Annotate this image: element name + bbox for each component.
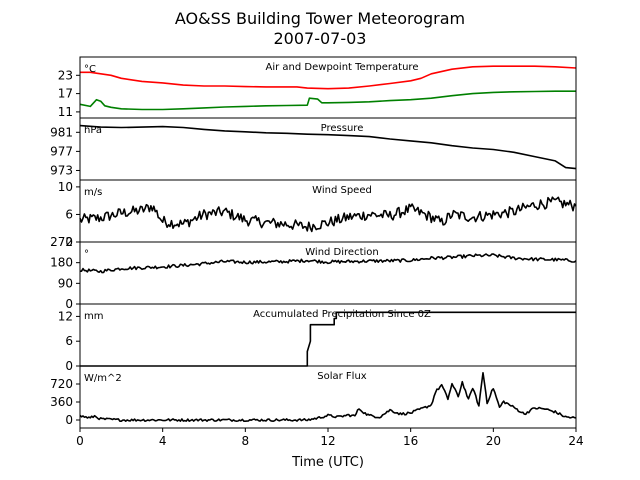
figure-title-line1: AO&SS Building Tower Meteorogram: [175, 9, 465, 28]
panel-unit: W/m^2: [84, 373, 122, 384]
y-tick-label: 23: [58, 68, 73, 82]
series-line-6-1: [79, 372, 577, 422]
panel-unit: °C: [84, 64, 96, 75]
panel-unit: °: [84, 249, 89, 260]
y-tick-label: 6: [65, 207, 73, 221]
series-line-1-2: [79, 90, 576, 111]
y-tick-label: 981: [50, 125, 73, 139]
panel-6: Solar Flux W/m^2 0 360 720: [50, 365, 577, 429]
figure-title-line2: 2007-07-03: [274, 29, 367, 48]
y-tick-label: 270: [50, 235, 73, 249]
y-tick-label: 11: [58, 105, 73, 119]
panel-2: Pressure hPa 973 977 981: [50, 117, 577, 181]
x-tick-label: 8: [242, 434, 250, 448]
y-tick-label: 12: [58, 309, 73, 323]
x-tick-label: 16: [403, 434, 418, 448]
panel-unit: m/s: [84, 187, 102, 198]
y-tick-label: 90: [58, 276, 73, 290]
series-line-3-1: [79, 196, 577, 233]
panel-title: Air and Dewpoint Temperature: [266, 62, 419, 73]
x-axis: 0 4 8 12 16 20 24: [76, 428, 584, 448]
panel-5: Accumulated Precipitation Since 0Z mm 0 6 12: [58, 303, 577, 373]
y-tick-label: 10: [58, 180, 73, 194]
series-line-4-1: [80, 253, 577, 274]
y-tick-label: 180: [50, 256, 73, 270]
series-line-5-1: [80, 311, 576, 367]
series-line-2-1: [79, 124, 577, 170]
x-tick-label: 0: [76, 434, 84, 448]
y-tick-label: 720: [50, 377, 73, 391]
y-tick-label: 973: [50, 163, 73, 177]
panel-title: Wind Direction: [305, 247, 379, 258]
panel-1: Air and Dewpoint Temperature °C 11 17 23: [58, 56, 577, 119]
panel-4: Wind Direction ° 0 90 180 270: [50, 235, 577, 311]
y-tick-label: 6: [65, 334, 73, 348]
y-tick-label: 977: [50, 144, 73, 158]
y-tick-label: 0: [65, 413, 73, 427]
panel-unit: mm: [84, 311, 103, 322]
panel-unit: hPa: [84, 125, 102, 136]
x-tick-label: 4: [159, 434, 167, 448]
x-tick-label: 20: [486, 434, 501, 448]
y-tick-label: 360: [50, 395, 73, 409]
panel-title: Solar Flux: [317, 371, 367, 382]
y-tick-label: 0: [65, 359, 73, 373]
panel-title: Pressure: [321, 123, 364, 134]
panel-title: Wind Speed: [312, 185, 372, 196]
x-tick-label: 24: [568, 434, 583, 448]
panels: Air and Dewpoint Temperature °C 11 17 23 Pres…: [50, 56, 577, 429]
y-tick-label: 0: [65, 297, 73, 311]
panel-3: Wind Speed m/s 2 6 10: [58, 179, 577, 249]
y-tick-label: 17: [58, 87, 73, 101]
x-tick-label: 12: [320, 434, 335, 448]
x-axis-label: Time (UTC): [291, 455, 364, 470]
panel-title: Accumulated Precipitation Since 0Z: [253, 309, 431, 320]
series-line-1-1: [80, 65, 577, 90]
y-tick-label: 2: [65, 235, 73, 249]
